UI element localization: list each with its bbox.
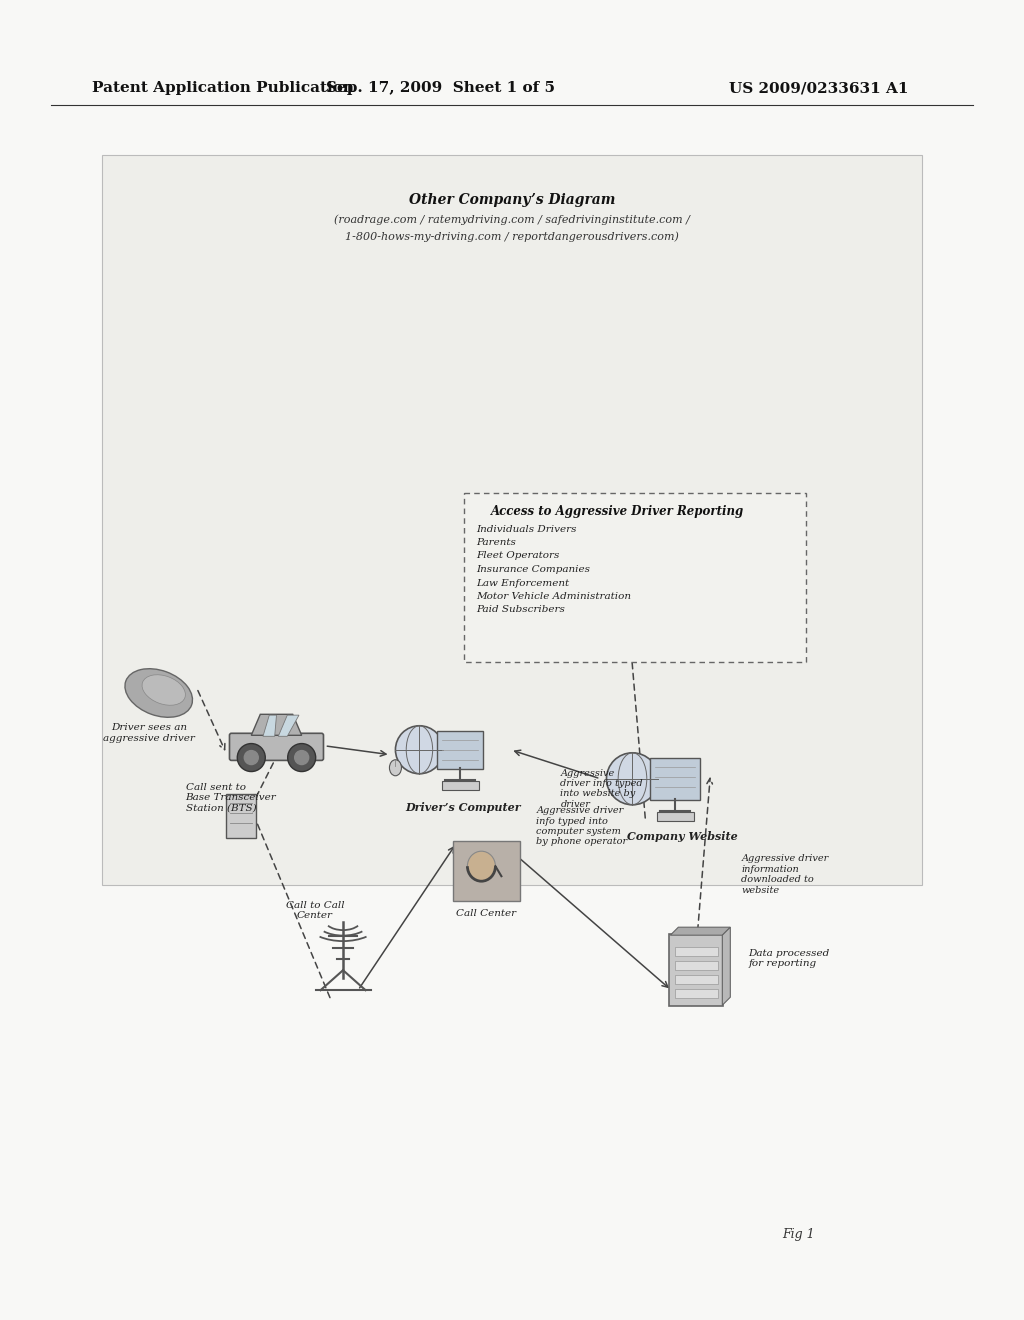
Text: Patent Application Publication: Patent Application Publication [92, 81, 354, 95]
Text: Company Website: Company Website [627, 832, 738, 842]
Text: Aggressive driver
info typed into
computer system
by phone operator: Aggressive driver info typed into comput… [537, 807, 628, 846]
Text: Other Company’s Diagram: Other Company’s Diagram [409, 193, 615, 207]
Polygon shape [263, 715, 276, 737]
Text: Paid Subscribers: Paid Subscribers [476, 606, 565, 615]
Polygon shape [671, 927, 730, 935]
Text: Sep. 17, 2009  Sheet 1 of 5: Sep. 17, 2009 Sheet 1 of 5 [326, 81, 555, 95]
FancyBboxPatch shape [437, 731, 483, 768]
Text: (roadrage.com / ratemydriving.com / safedrivinginstitute.com /: (roadrage.com / ratemydriving.com / safe… [334, 215, 690, 226]
Polygon shape [251, 714, 302, 735]
Text: Call sent to
Base Transceiver
Station (BTS): Call sent to Base Transceiver Station (B… [185, 783, 276, 813]
FancyBboxPatch shape [650, 758, 700, 800]
Circle shape [606, 752, 658, 805]
FancyBboxPatch shape [670, 935, 723, 1006]
FancyBboxPatch shape [675, 946, 718, 956]
Ellipse shape [142, 675, 185, 705]
FancyBboxPatch shape [102, 154, 922, 884]
FancyBboxPatch shape [225, 793, 256, 838]
Text: Individuals Drivers: Individuals Drivers [476, 524, 577, 533]
Text: Call Center: Call Center [457, 908, 516, 917]
Text: Data processed
for reporting: Data processed for reporting [749, 949, 829, 968]
Text: Call to Call
Center: Call to Call Center [286, 902, 344, 920]
FancyBboxPatch shape [442, 781, 479, 791]
Text: Driver’s Computer: Driver’s Computer [406, 803, 521, 813]
Text: Insurance Companies: Insurance Companies [476, 565, 590, 574]
FancyBboxPatch shape [675, 989, 718, 998]
Text: US 2009/0233631 A1: US 2009/0233631 A1 [729, 81, 909, 95]
Text: Fig 1: Fig 1 [782, 1228, 815, 1241]
FancyBboxPatch shape [675, 961, 718, 970]
Circle shape [295, 751, 308, 764]
Text: Motor Vehicle Administration: Motor Vehicle Administration [476, 591, 631, 601]
Text: Access to Aggressive Driver Reporting: Access to Aggressive Driver Reporting [492, 504, 744, 517]
Ellipse shape [389, 760, 401, 776]
Polygon shape [279, 715, 299, 737]
Text: Aggressive driver
information
downloaded to
website: Aggressive driver information downloaded… [741, 854, 828, 895]
Ellipse shape [125, 669, 193, 717]
FancyBboxPatch shape [229, 734, 324, 760]
FancyBboxPatch shape [657, 812, 694, 821]
Text: 1-800-hows-my-driving.com / reportdangerousdrivers.com): 1-800-hows-my-driving.com / reportdanger… [345, 232, 679, 243]
FancyBboxPatch shape [453, 841, 520, 902]
Circle shape [238, 743, 265, 772]
Text: Driver sees an
aggressive driver: Driver sees an aggressive driver [102, 723, 195, 743]
Text: Law Enforcement: Law Enforcement [476, 578, 569, 587]
FancyBboxPatch shape [464, 492, 806, 663]
Circle shape [395, 726, 443, 774]
Text: Aggressive
driver info typed
into website by
driver: Aggressive driver info typed into websit… [560, 768, 643, 809]
Circle shape [288, 743, 315, 772]
Text: Fleet Operators: Fleet Operators [476, 552, 559, 561]
Ellipse shape [467, 851, 496, 882]
Text: Parents: Parents [476, 539, 516, 546]
Polygon shape [722, 927, 730, 1006]
Circle shape [245, 751, 258, 764]
FancyBboxPatch shape [675, 974, 718, 983]
